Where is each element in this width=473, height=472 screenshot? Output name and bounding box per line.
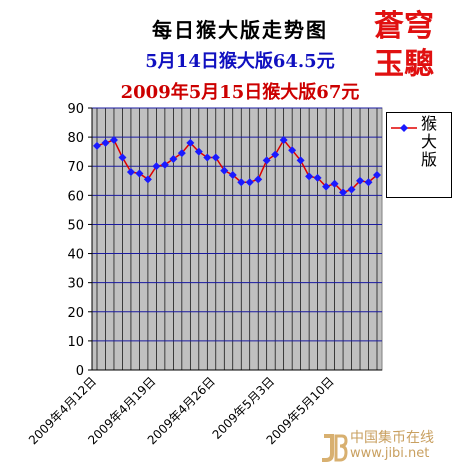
data-point xyxy=(305,172,314,181)
data-point xyxy=(93,141,101,150)
plot-area xyxy=(91,107,383,371)
chart-title: 每日猴大版走势图 xyxy=(152,18,328,42)
data-point xyxy=(288,146,297,155)
data-point xyxy=(169,154,178,163)
data-point xyxy=(228,170,237,179)
y-tick-label: 20 xyxy=(67,306,84,321)
series-line xyxy=(96,138,378,194)
data-point xyxy=(330,179,339,188)
data-point xyxy=(262,156,271,165)
data-point xyxy=(347,185,356,194)
x-tick-label: 2009年5月3日 xyxy=(210,374,278,442)
y-tick-label: 60 xyxy=(67,189,84,204)
data-point xyxy=(177,149,186,158)
data-point xyxy=(194,147,203,156)
watermark: 中国集币在线 www.jibi.net xyxy=(350,430,434,462)
data-point xyxy=(313,173,322,182)
data-point xyxy=(126,168,135,177)
data-point xyxy=(109,136,118,145)
seal-stamp-line-2: 玉驄 xyxy=(374,47,434,82)
watermark-url: www.jibi.net xyxy=(350,446,430,461)
y-tick-label: 30 xyxy=(67,277,84,292)
data-point xyxy=(373,170,381,179)
data-point xyxy=(186,138,195,147)
data-point xyxy=(101,138,110,147)
data-point xyxy=(152,162,161,171)
data-point xyxy=(135,169,144,178)
data-point xyxy=(211,153,220,162)
chart-subtitle-1: 5月14日猴大版64.5元 xyxy=(145,51,335,72)
data-point xyxy=(364,178,373,187)
legend-label: 猴大版 xyxy=(421,114,438,169)
data-point xyxy=(271,150,280,159)
y-tick-label: 80 xyxy=(67,131,84,146)
chart-subtitle-2: 2009年5月15日猴大版67元 xyxy=(120,82,360,103)
data-point xyxy=(339,188,348,197)
data-point xyxy=(245,178,254,187)
data-point xyxy=(143,175,152,184)
data-point xyxy=(203,153,212,162)
watermark-name: 中国集币在线 xyxy=(350,430,434,446)
y-tick-label: 90 xyxy=(67,102,84,117)
data-point xyxy=(254,175,263,184)
data-point xyxy=(296,156,305,165)
legend: 猴大版 xyxy=(386,112,452,198)
legend-marker xyxy=(391,124,417,132)
data-point xyxy=(322,182,331,191)
seal-stamp-line-1: 蒼穹 xyxy=(374,9,434,44)
data-point xyxy=(160,160,169,169)
y-tick-label: 50 xyxy=(67,218,84,233)
y-tick-label: 40 xyxy=(67,248,84,263)
y-tick-label: 0 xyxy=(76,364,84,379)
watermark-logo-icon xyxy=(322,434,348,462)
data-point xyxy=(237,178,246,187)
y-tick-label: 10 xyxy=(67,335,84,350)
y-tick-label: 70 xyxy=(67,160,84,175)
data-point xyxy=(118,153,127,162)
seal-stamp: 蒼穹 玉驄 xyxy=(368,8,440,84)
data-point xyxy=(356,176,365,185)
data-point xyxy=(220,166,229,175)
data-point xyxy=(279,136,288,145)
